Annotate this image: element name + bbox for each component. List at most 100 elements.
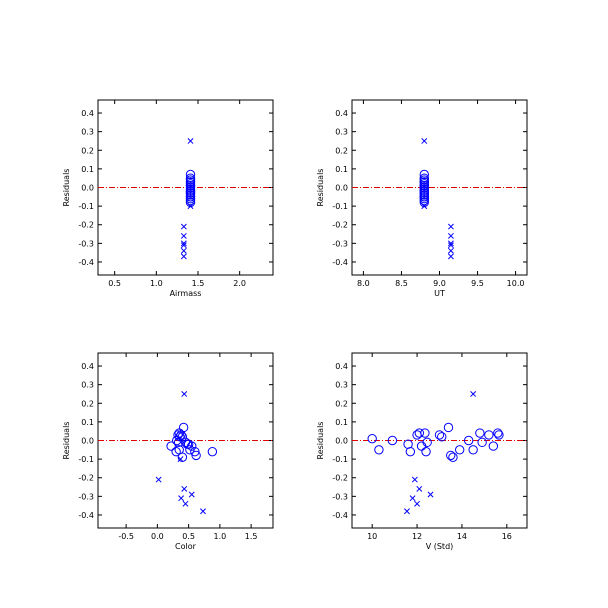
data-point-cross [182, 500, 189, 507]
data-point-circle [405, 446, 416, 457]
y-tick-label: 0.2 [81, 399, 94, 408]
data-point-circle [437, 432, 447, 442]
y-tick-label: 0.0 [335, 437, 348, 446]
x-tick-label: 1.5 [245, 532, 258, 541]
data-point-circle [185, 188, 196, 198]
x-tick-label: 10 [367, 532, 377, 541]
data-point-cross [180, 247, 187, 254]
data-point-circle [434, 430, 445, 440]
data-point-circle [463, 435, 474, 446]
data-point-cross [447, 253, 454, 260]
data-point-circle [477, 437, 487, 448]
y-tick-label: -0.1 [78, 455, 94, 464]
data-point-cross [447, 240, 454, 247]
x-tick-label: -0.5 [118, 532, 134, 541]
y-tick-label: 0.1 [335, 418, 348, 427]
data-point-cross [181, 485, 188, 492]
y-tick-label: -0.2 [78, 474, 94, 483]
data-point-circle [419, 169, 429, 180]
data-point-circle [443, 422, 454, 433]
data-point-circle [484, 430, 494, 440]
data-point-circle [419, 180, 429, 191]
y-tick-label: 0.2 [335, 146, 348, 155]
data-point-cross [155, 476, 162, 483]
y-axis-label: Residuals [62, 422, 71, 460]
x-tick-label: 16 [502, 532, 512, 541]
data-point-circle [493, 428, 503, 438]
data-point-circle [187, 441, 197, 451]
x-tick-label: 0.5 [182, 532, 195, 541]
panel-4: -0.4 -0.3 -0.2 -0.1 0.0 0.1 0.2 0.3 0.4 10 12 14 16 V… [316, 352, 528, 551]
x-tick-label: 14 [457, 532, 467, 541]
x-axis-label: V (Std) [426, 542, 454, 551]
x-tick-label: 1.0 [150, 279, 163, 288]
x-tick-label: 2.0 [233, 279, 246, 288]
data-point-circle [191, 450, 201, 461]
data-point-circle [468, 445, 478, 455]
x-axis-label: Color [175, 542, 197, 551]
y-tick-label: -0.1 [78, 202, 94, 211]
y-tick-label: 0.1 [335, 165, 348, 174]
data-point-circle [420, 428, 430, 438]
data-point-cross [411, 476, 418, 483]
data-point-circle [178, 422, 189, 433]
y-tick-label: -0.1 [332, 202, 348, 211]
data-point-cross [409, 495, 416, 502]
data-point-cross [180, 223, 187, 230]
y-axis-label: Residuals [316, 169, 325, 207]
data-point-cross [187, 203, 194, 210]
y-tick-label: -0.3 [78, 239, 94, 248]
data-point-circle [183, 439, 194, 449]
y-tick-label: -0.3 [78, 492, 94, 501]
y-tick-label: -0.4 [78, 511, 94, 520]
data-point-circle [414, 428, 425, 438]
y-tick-label: 0.4 [335, 362, 348, 371]
data-point-circle [173, 430, 183, 440]
y-tick-label: 0.3 [81, 381, 94, 390]
panel-2: -0.4 -0.3 -0.2 -0.1 0.0 0.1 0.2 0.3 0.4 8.0 8.5 9.0… [316, 99, 528, 298]
data-point-circle [171, 446, 181, 457]
x-tick-label: 9.5 [471, 279, 484, 288]
panel-3: -0.4 -0.3 -0.2 -0.1 0.0 0.1 0.2 0.3 0.4 -0.5 0.0 0.… [62, 352, 274, 551]
data-point-circle [446, 450, 456, 461]
data-point-cross [180, 242, 187, 249]
data-point-cross [447, 232, 454, 239]
data-point-cross [404, 508, 410, 515]
data-point-circle [419, 188, 429, 198]
x-tick-label: 0.5 [108, 279, 121, 288]
y-tick-label: 0.4 [81, 109, 94, 118]
data-point-circle [412, 430, 422, 440]
data-point-cross [188, 491, 195, 498]
y-tick-label: -0.3 [332, 239, 348, 248]
data-point-circle [387, 435, 398, 446]
y-tick-label: 0.3 [335, 128, 348, 137]
y-axis-label: Residuals [62, 169, 71, 207]
y-tick-label: 0.1 [81, 165, 94, 174]
data-point-cross [178, 495, 185, 502]
data-point-cross [187, 138, 194, 144]
data-point-cross [427, 491, 434, 498]
data-point-circle [374, 445, 384, 455]
data-point-cross [416, 485, 423, 492]
y-tick-label: 0.4 [335, 109, 348, 118]
x-axis-label: Airmass [170, 289, 202, 298]
y-tick-label: 0.2 [335, 399, 348, 408]
data-point-cross [447, 247, 454, 254]
y-tick-label: 0.3 [335, 381, 348, 390]
data-point-cross [180, 240, 187, 247]
data-point-cross [181, 391, 188, 397]
y-tick-label: 0.0 [335, 184, 348, 193]
data-point-circle [454, 445, 465, 455]
data-point-circle [190, 446, 200, 457]
y-tick-label: -0.3 [332, 492, 348, 501]
data-point-cross [414, 500, 421, 507]
data-point-circle [448, 452, 458, 462]
data-point-circle [172, 435, 182, 446]
data-point-circle [421, 446, 431, 457]
data-point-circle [173, 437, 184, 448]
data-point-cross [177, 456, 184, 463]
data-point-cross [421, 138, 428, 144]
x-tick-label: 8.0 [357, 279, 370, 288]
y-tick-label: -0.4 [332, 258, 348, 267]
